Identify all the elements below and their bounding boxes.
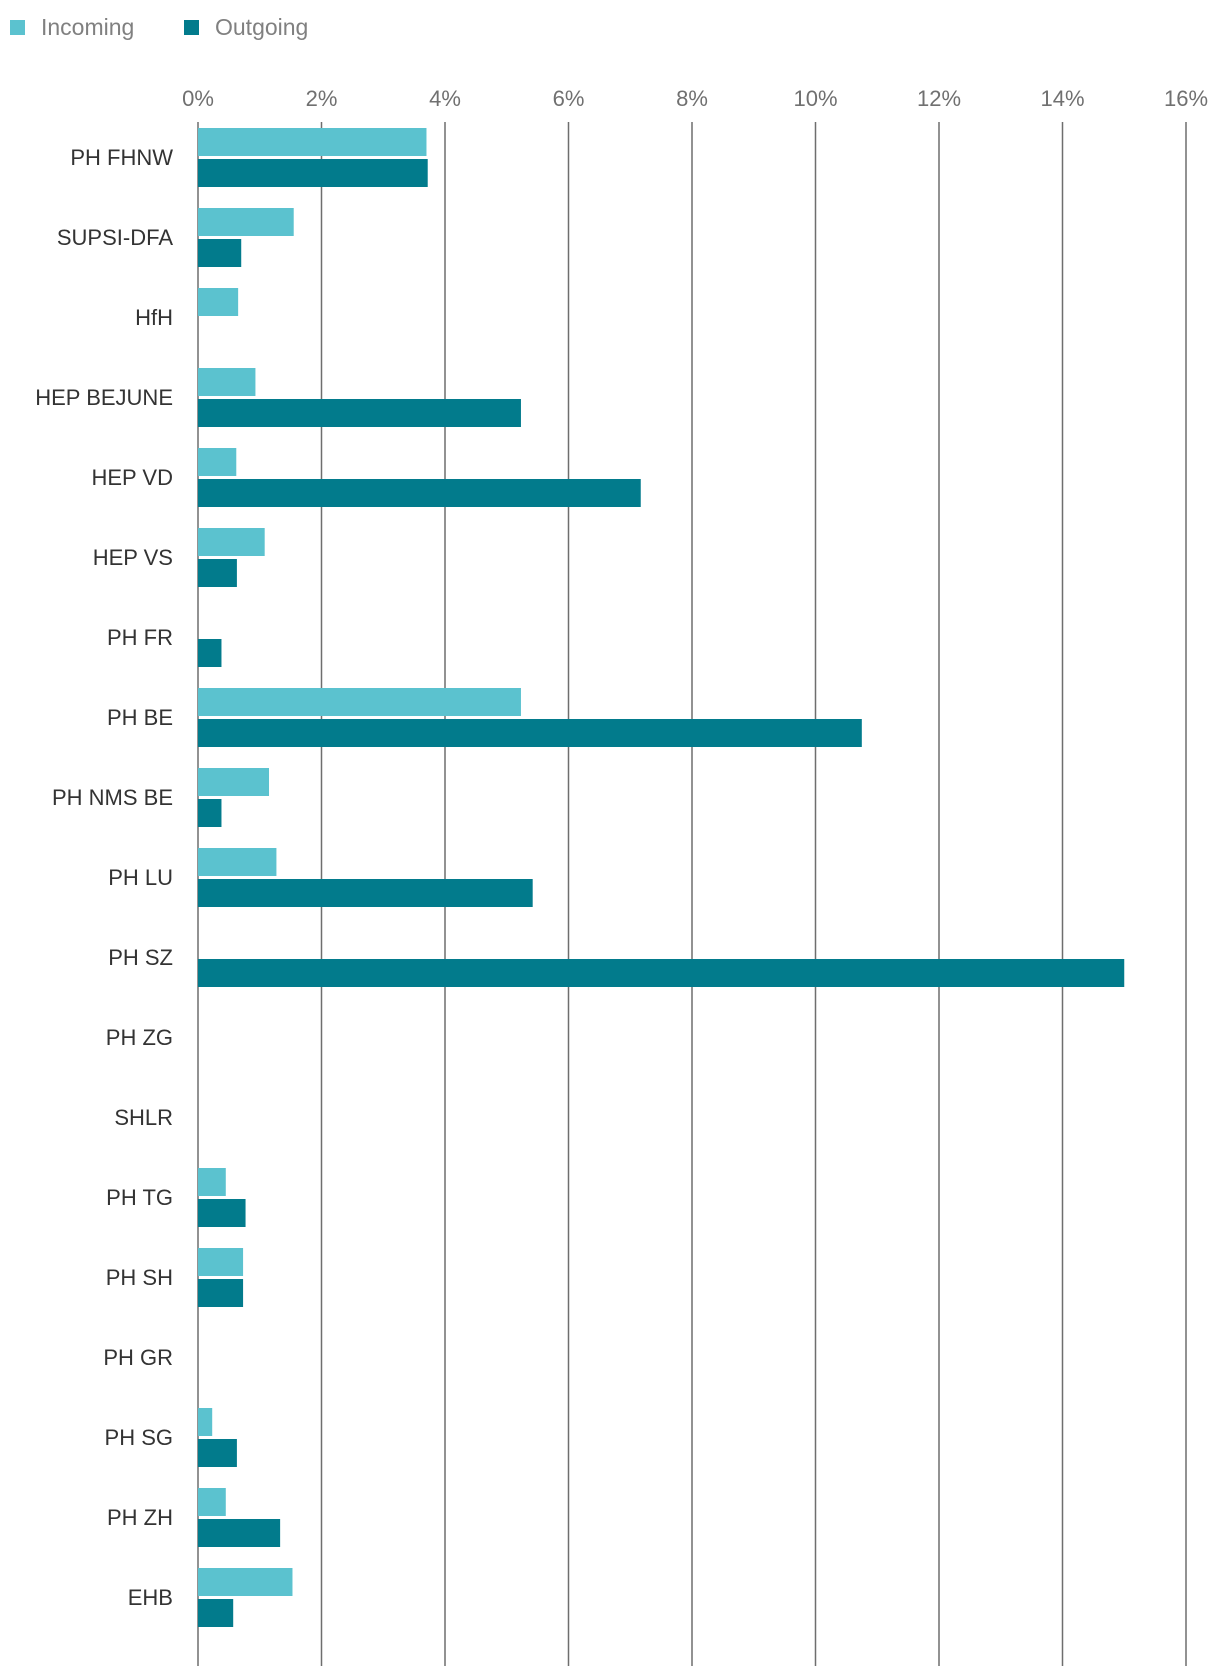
category-label-ph-gr: PH GR	[103, 1345, 173, 1370]
bar-outgoing-hep-vd	[198, 479, 641, 507]
bar-incoming-hfh	[198, 288, 239, 316]
x-tick-label-16: 16%	[1164, 86, 1208, 111]
category-label-supsi-dfa: SUPSI-DFA	[57, 225, 173, 250]
bar-outgoing-hep-bejune	[198, 399, 521, 427]
bar-incoming-hep-vd	[198, 448, 237, 476]
bar-incoming-hep-vs	[198, 528, 265, 556]
bar-incoming-hep-bejune	[198, 368, 256, 396]
bar-outgoing-ph-sh	[198, 1279, 244, 1307]
bar-incoming-ph-be	[198, 688, 521, 716]
bar-outgoing-ph-zh	[198, 1519, 281, 1547]
category-label-ph-zg: PH ZG	[106, 1025, 173, 1050]
x-axis-ticks: 0% 2% 4% 6% 8% 10% 12% 14% 16%	[182, 86, 1208, 111]
legend-swatch-incoming	[10, 20, 25, 35]
bar-outgoing-ph-nms-be	[198, 799, 222, 827]
bar-outgoing-ph-tg	[198, 1199, 246, 1227]
category-label-hep-bejune: HEP BEJUNE	[35, 385, 173, 410]
legend-label-incoming: Incoming	[41, 14, 134, 40]
bar-incoming-ph-fhnw	[198, 128, 427, 156]
legend-swatch-outgoing	[184, 20, 199, 35]
x-tick-label-4: 4%	[429, 86, 461, 111]
category-label-ph-be: PH BE	[107, 705, 173, 730]
bar-incoming-ph-lu	[198, 848, 277, 876]
bar-incoming-ehb	[198, 1568, 293, 1596]
y-axis-categories: PH FHNW SUPSI-DFA HfH HEP BEJUNE HEP VD HEP V…	[35, 145, 173, 1610]
bar-outgoing-ph-fr	[198, 639, 222, 667]
bar-incoming-ph-tg	[198, 1168, 226, 1196]
x-tick-label-2: 2%	[306, 86, 338, 111]
category-label-ph-sh: PH SH	[106, 1265, 173, 1290]
bar-outgoing-ph-lu	[198, 879, 533, 907]
bar-incoming-ph-sh	[198, 1248, 244, 1276]
x-tick-label-8: 8%	[676, 86, 708, 111]
x-tick-label-6: 6%	[553, 86, 585, 111]
legend-label-outgoing: Outgoing	[215, 14, 308, 40]
category-label-hep-vd: HEP VD	[91, 465, 173, 490]
chart-legend: Incoming Outgoing	[10, 14, 308, 40]
bar-incoming-supsi-dfa	[198, 208, 294, 236]
category-label-ph-sg: PH SG	[105, 1425, 173, 1450]
category-label-hep-vs: HEP VS	[93, 545, 173, 570]
x-tick-label-12: 12%	[917, 86, 961, 111]
category-label-ph-nms-be: PH NMS BE	[52, 785, 173, 810]
category-label-ph-lu: PH LU	[108, 865, 173, 890]
x-tick-label-14: 14%	[1040, 86, 1084, 111]
bar-outgoing-ph-sg	[198, 1439, 237, 1467]
category-label-hfh: HfH	[135, 305, 173, 330]
chart-gridlines	[197, 122, 1187, 1666]
category-label-ehb: EHB	[128, 1585, 173, 1610]
bar-outgoing-hep-vs	[198, 559, 237, 587]
category-label-ph-tg: PH TG	[106, 1185, 173, 1210]
category-label-ph-zh: PH ZH	[107, 1505, 173, 1530]
x-tick-label-10: 10%	[793, 86, 837, 111]
category-label-shlr: SHLR	[114, 1105, 173, 1130]
category-label-ph-sz: PH SZ	[108, 945, 173, 970]
x-tick-label-0: 0%	[182, 86, 214, 111]
bar-outgoing-ph-sz	[198, 959, 1125, 987]
category-label-ph-fr: PH FR	[107, 625, 173, 650]
bar-outgoing-supsi-dfa	[198, 239, 242, 267]
bar-outgoing-ehb	[198, 1599, 234, 1627]
bar-incoming-ph-zh	[198, 1488, 226, 1516]
bar-outgoing-ph-fhnw	[198, 159, 428, 187]
bar-outgoing-ph-be	[198, 719, 862, 747]
bar-incoming-ph-sg	[198, 1408, 213, 1436]
bar-incoming-ph-nms-be	[198, 768, 270, 796]
chart-bars	[198, 128, 1125, 1627]
category-label-ph-fhnw: PH FHNW	[70, 145, 173, 170]
